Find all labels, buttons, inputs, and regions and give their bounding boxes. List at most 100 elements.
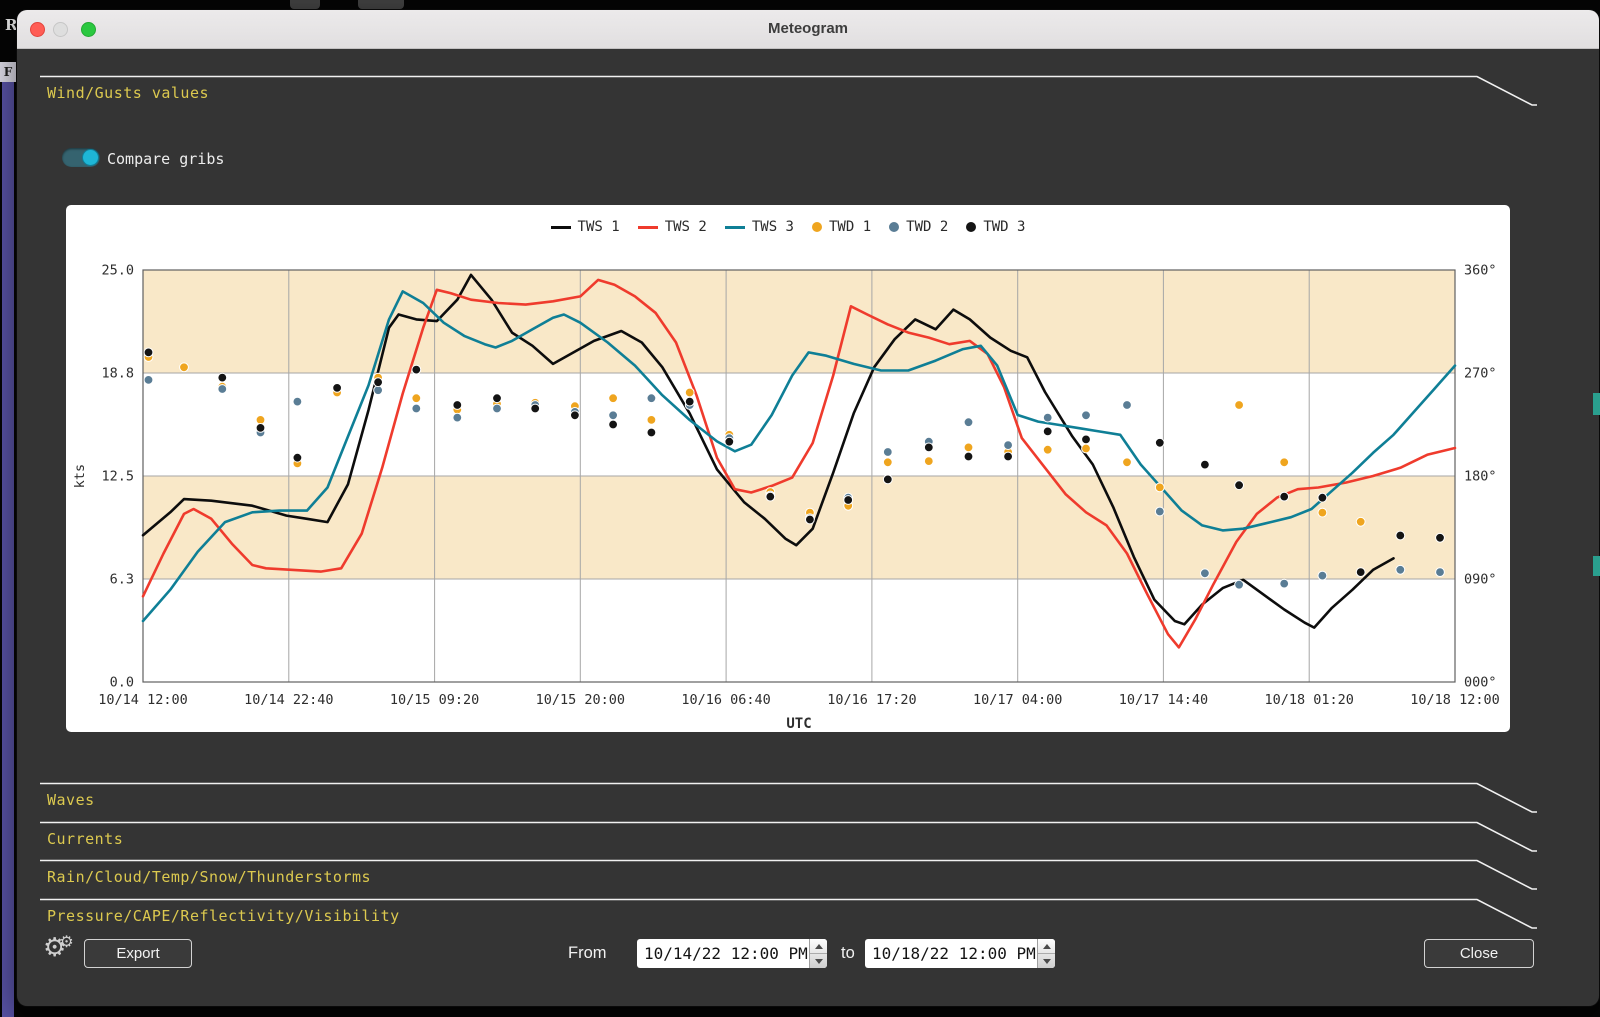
series-twd-2-dot — [1081, 410, 1091, 421]
series-twd-1-dot — [608, 393, 618, 404]
series-twd-3-dot — [923, 442, 934, 453]
series-twd-3-dot — [1042, 426, 1053, 437]
legend-item-twd-1: TWD 1 — [812, 219, 871, 235]
xtick: 10/15 20:00 — [536, 692, 625, 708]
section-wind-gusts[interactable]: Wind/Gusts values — [40, 75, 1537, 107]
series-twd-2-dot — [1122, 400, 1132, 410]
series-twd-3-dot — [1154, 437, 1165, 448]
series-tws-3 — [141, 290, 1457, 623]
meteogram-chart[interactable]: 0.0 6.3 12.5 18.8 25.0 000° 090° 180° 270° 360° 10… — [66, 205, 1510, 733]
series-twd-2-dot — [373, 385, 384, 396]
to-date-field[interactable]: 10/18/22 12:00 PM — [865, 939, 1055, 968]
legend-label: TWS 3 — [751, 219, 794, 235]
series-twd-2-dot — [1435, 567, 1445, 578]
chart-legend: TWS 1 TWS 2 TWS 3 TWD 1 TWD 2 TWD 3 — [66, 219, 1510, 235]
series-twd-3-dot — [1435, 532, 1445, 543]
section-currents[interactable]: Currents — [40, 821, 1537, 853]
legend-label: TWD 1 — [829, 219, 872, 235]
series-twd-3-dot — [608, 419, 618, 430]
zoom-traffic-light-icon[interactable] — [81, 22, 96, 37]
legend-dot-swatch-icon — [889, 222, 900, 232]
stepper-down-icon[interactable] — [810, 954, 827, 968]
ytick-left: 12.5 — [101, 469, 134, 485]
section-currents-title: Currents — [47, 830, 124, 848]
to-date-stepper[interactable] — [1037, 939, 1055, 968]
xtick: 10/14 12:00 — [98, 692, 187, 708]
y-axis-label: kts — [72, 464, 88, 488]
legend-line-swatch-icon — [550, 225, 571, 229]
background-sliver — [1593, 393, 1600, 415]
series-twd-3-dot — [1317, 492, 1328, 503]
series-twd-3-dot — [530, 403, 541, 414]
ytick-left: 18.8 — [101, 366, 134, 382]
section-wind-gusts-title: Wind/Gusts values — [47, 84, 210, 102]
series-twd-3-dot — [570, 410, 580, 421]
from-date-stepper[interactable] — [809, 939, 827, 968]
section-pressure-cape[interactable]: Pressure/CAPE/Reflectivity/Visibility — [40, 898, 1537, 930]
series-twd-3-dot — [255, 423, 266, 433]
background-letter-chip: F — [0, 62, 16, 82]
series-twd-3-dot — [411, 364, 422, 375]
series-twd-3-dot — [963, 451, 974, 462]
series-twd-3-dot — [646, 427, 657, 438]
series-twd-3-dot — [882, 474, 893, 485]
series-twd-3-dot — [373, 377, 384, 388]
series-twd-1-dot — [1154, 482, 1165, 493]
series-twd-3-dot — [765, 491, 776, 502]
section-waves[interactable]: Waves — [40, 782, 1537, 814]
series-twd-1-dot — [411, 393, 422, 404]
legend-item-twd-3: TWD 3 — [966, 219, 1025, 235]
series-twd-1-dot — [1317, 507, 1328, 518]
xtick: 10/16 17:20 — [827, 692, 916, 708]
minimize-traffic-light-icon — [53, 22, 68, 37]
series-twd-3-dot — [1355, 567, 1366, 578]
title-bar[interactable]: Meteogram — [17, 10, 1599, 49]
section-divider-line — [40, 821, 1537, 852]
xtick: 10/14 22:40 — [244, 692, 333, 708]
ytick-left: 0.0 — [110, 675, 134, 691]
series-tws-1 — [141, 273, 1395, 629]
series-twd-3-dot — [1200, 459, 1210, 470]
series-twd-1-dot — [1234, 400, 1244, 410]
xtick: 10/18 01:20 — [1264, 692, 1353, 708]
stepper-down-icon[interactable] — [1038, 954, 1055, 968]
x-axis-label: UTC — [786, 716, 811, 732]
series-twd-2-dot — [1317, 570, 1328, 581]
legend-dot-swatch-icon — [812, 222, 822, 232]
ytick-right: 090° — [1464, 572, 1497, 588]
series-twd-1-dot — [1122, 457, 1132, 468]
close-traffic-light-icon[interactable] — [30, 22, 45, 37]
export-button[interactable]: Export — [84, 939, 192, 968]
from-date-field[interactable]: 10/14/22 12:00 PM — [637, 939, 827, 968]
toggle-knob-icon — [82, 149, 99, 166]
series-twd-2-dot — [1395, 564, 1406, 575]
to-date-value[interactable]: 10/18/22 12:00 PM — [872, 944, 1036, 963]
meteogram-chart-panel: TWS 1 TWS 2 TWS 3 TWD 1 TWD 2 TWD 3 0.0 6.3 12.… — [66, 205, 1510, 732]
series-twd-3-dot — [452, 400, 463, 410]
stepper-up-icon[interactable] — [810, 939, 827, 954]
compare-gribs-toggle[interactable] — [62, 148, 100, 167]
axis-band — [143, 270, 1455, 373]
series-twd-3-dot — [1279, 491, 1290, 502]
series-twd-2-dot — [608, 410, 618, 421]
from-date-value[interactable]: 10/14/22 12:00 PM — [644, 944, 808, 963]
xtick: 10/15 09:20 — [390, 692, 479, 708]
series-twd-1-dot — [963, 442, 974, 453]
from-label: From — [568, 944, 607, 962]
legend-label: TWS 1 — [577, 219, 620, 235]
section-rain-cloud-temp[interactable]: Rain/Cloud/Temp/Snow/Thunderstorms — [40, 859, 1537, 891]
section-waves-title: Waves — [47, 791, 95, 809]
series-twd-2-dot — [411, 403, 422, 414]
stepper-up-icon[interactable] — [1038, 939, 1055, 954]
axis-band — [143, 476, 1455, 579]
compare-gribs-label: Compare gribs — [107, 150, 225, 168]
close-button[interactable]: Close — [1424, 939, 1534, 968]
series-twd-2-dot — [1200, 568, 1210, 579]
section-rain-cloud-temp-title: Rain/Cloud/Temp/Snow/Thunderstorms — [47, 868, 372, 886]
series-twd-3-dot — [492, 393, 502, 404]
series-twd-2-dot — [1279, 578, 1290, 589]
settings-gears-icon[interactable]: ⚙⚙ — [43, 932, 74, 962]
series-twd-2-dot — [963, 417, 974, 428]
section-divider-line — [40, 782, 1537, 813]
